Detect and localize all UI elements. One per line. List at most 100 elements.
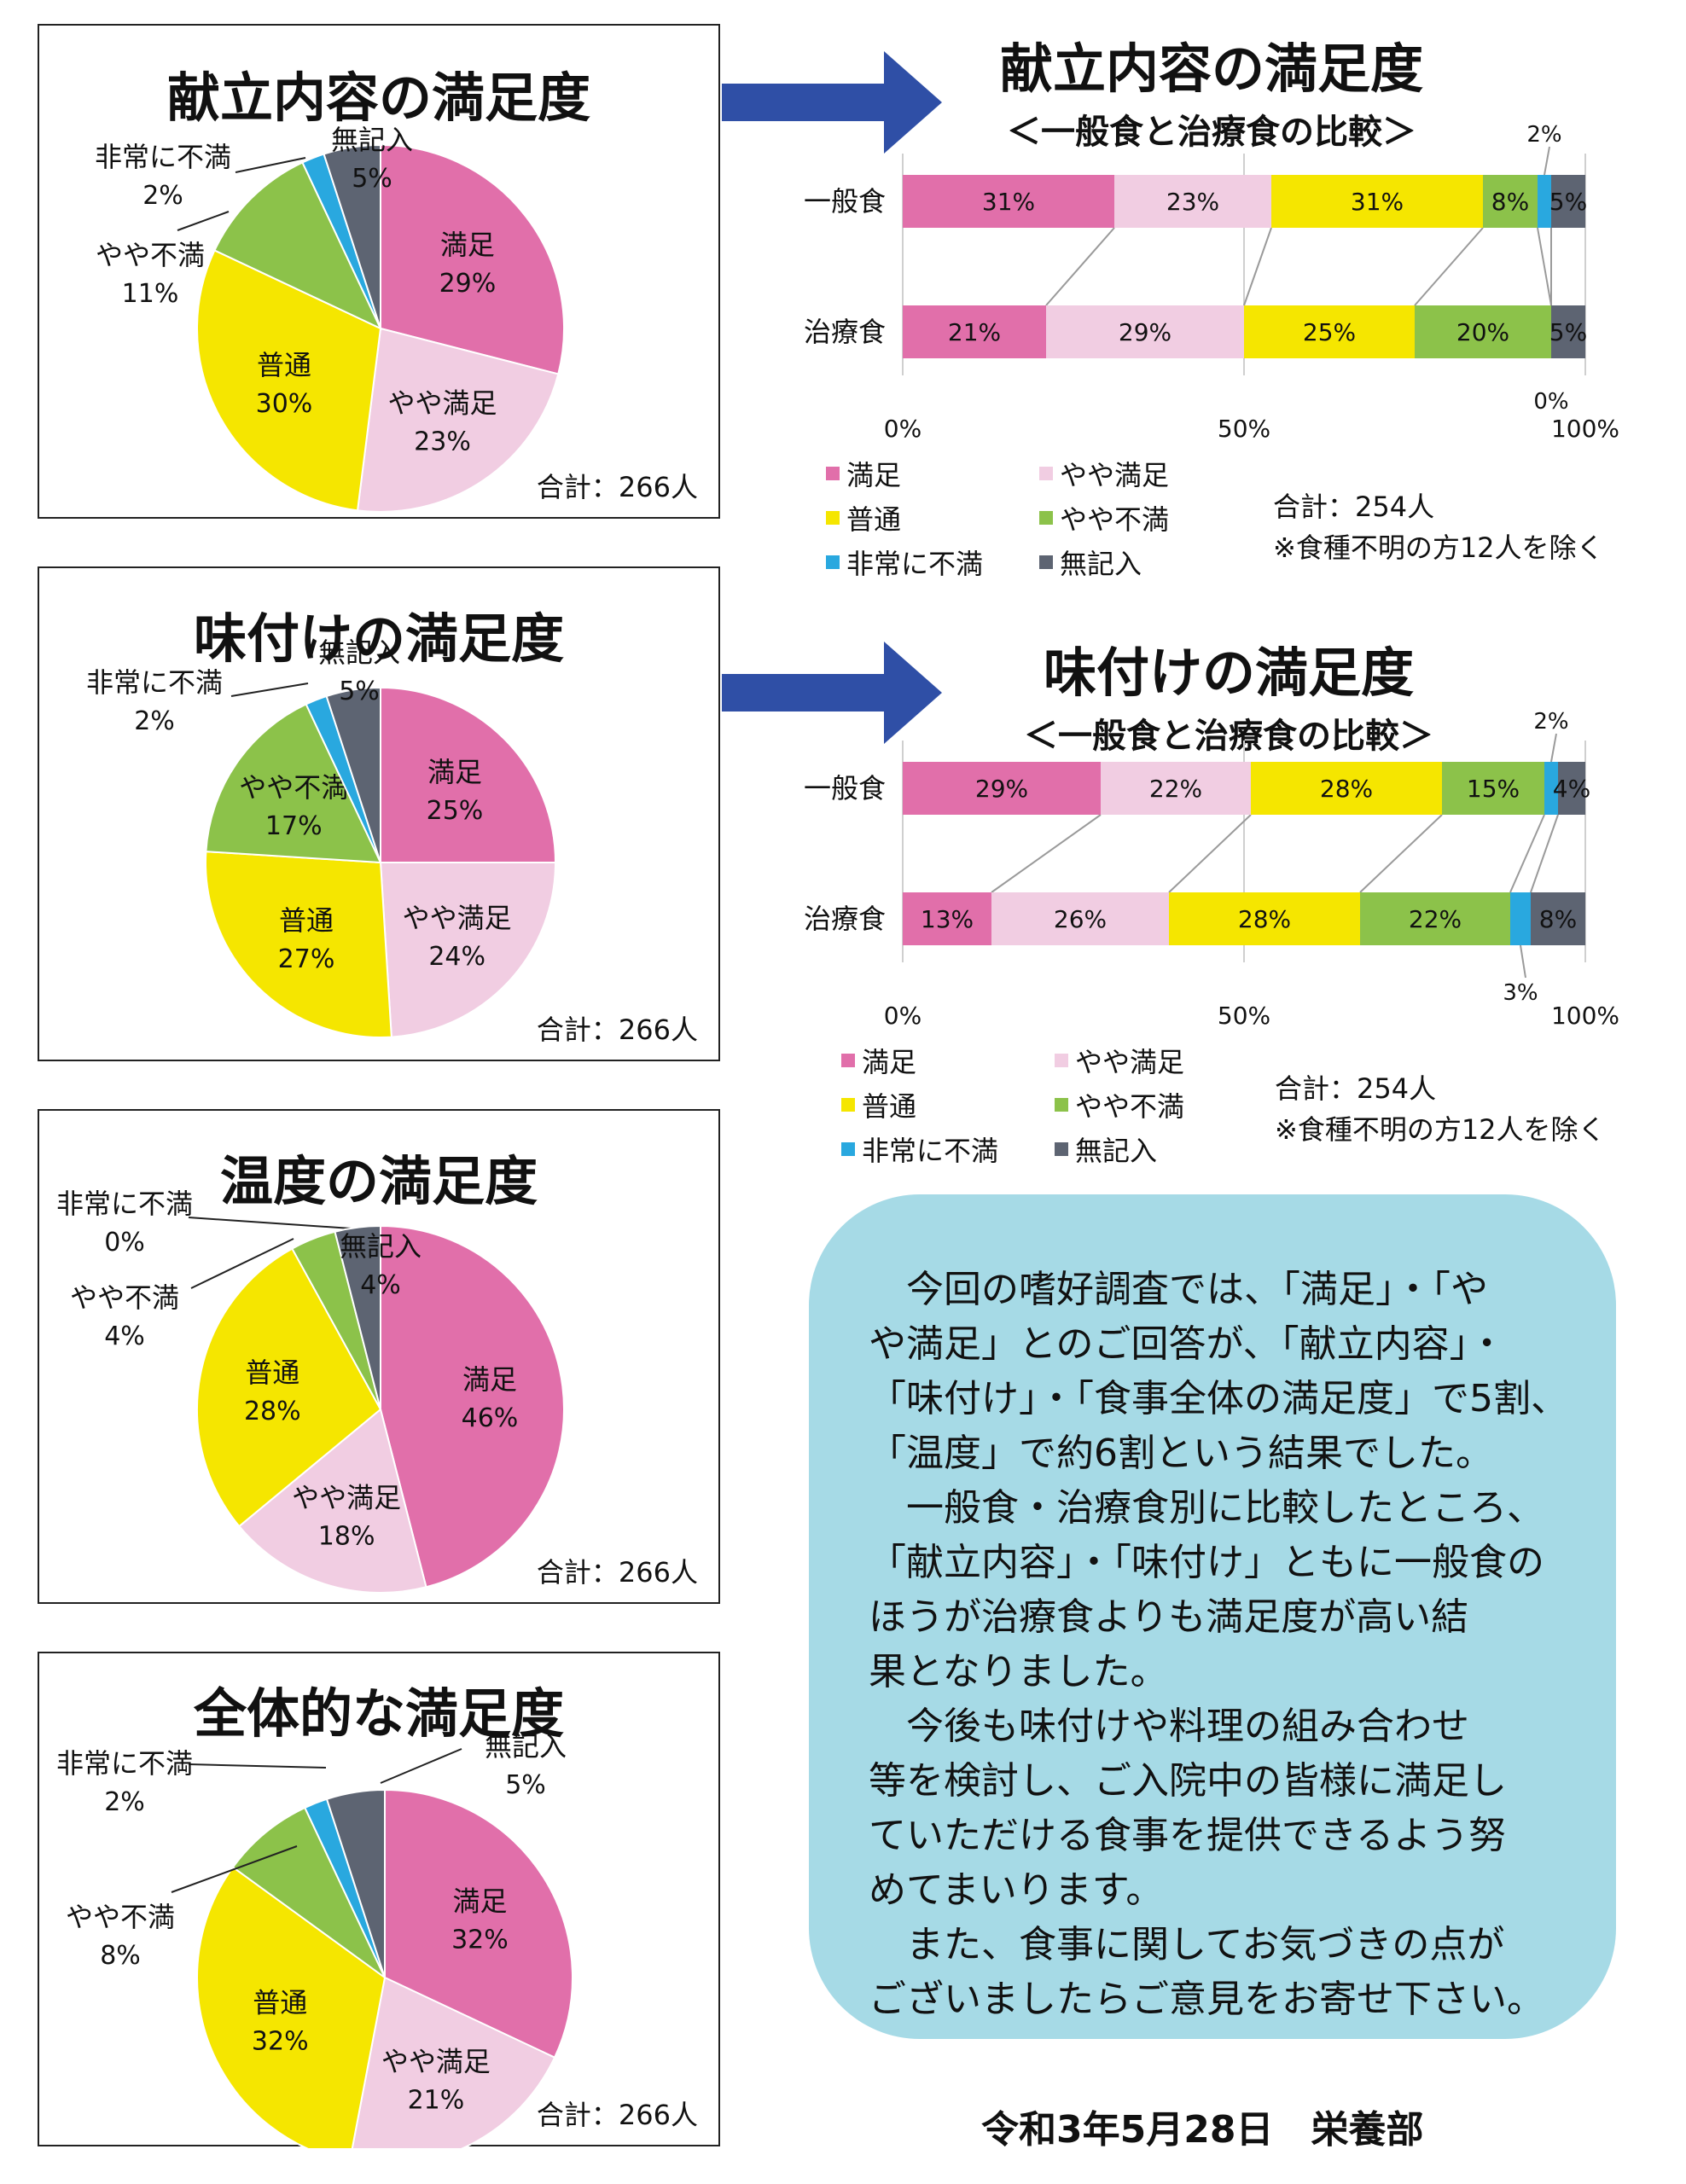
legend-swatch-hijo-fuman xyxy=(841,1142,855,1156)
x-tick-label: 100% xyxy=(1551,415,1619,443)
pie-chart-kondate: 満足 29% やや満足 23% 普通 30% やや不満 11% 非常に不満 2% 無記入 5% xyxy=(95,124,565,513)
pie-chart-ondo: 満足 46% やや満足 18% 普通 28% やや不満 4% 非常に不満 0% 無記入 4% xyxy=(56,1188,565,1594)
bar-segment-futsu xyxy=(1271,175,1483,228)
pie-label-yaya-fuman: やや不満 xyxy=(66,1901,175,1933)
message-line: 「献立内容」・「味付け」ともに一般食の xyxy=(869,1541,1544,1584)
legend-kondate: 満足 やや満足 普通 やや不満 非常に不満 無記入 xyxy=(826,454,1253,582)
pie-chart-ajitsuke: 満足 25% やや満足 24% 普通 27% やや不満 17% 非常に不満 2% 無記入 5% xyxy=(86,636,557,1038)
pie-title-zentai: 全体的な満足度 xyxy=(193,1682,564,1745)
pie-label-yaya-fuman: やや不満 xyxy=(239,771,348,804)
arrow-right-icon xyxy=(722,642,942,744)
bar-value-label-hijo-fuman: 2% xyxy=(1526,122,1561,148)
pie-label-hijo-fuman: 非常に不満 xyxy=(86,666,223,699)
category-label: 治療食 xyxy=(804,903,886,935)
bar-segment-yaya-manzoku xyxy=(991,892,1169,945)
legend-swatch-mukinyu xyxy=(1039,555,1053,569)
legend-item-hijo-fuman: 非常に不満 xyxy=(841,1130,1055,1169)
bar-value-label-mukinyu: 5% xyxy=(1549,188,1587,216)
pie-value-hijo-fuman: 2% xyxy=(134,706,175,736)
category-label: 治療食 xyxy=(804,316,886,348)
pie-label-manzoku: 満足 xyxy=(462,1363,517,1396)
leader-line-hijo-fuman xyxy=(235,157,306,173)
bar-value-label-manzoku: 13% xyxy=(921,905,974,933)
legend-item-mukinyu: 無記入 xyxy=(1039,543,1253,582)
legend-label-manzoku: 満足 xyxy=(862,1046,917,1078)
bar-segment-mukinyu xyxy=(1558,762,1585,815)
pie-label-yaya-manzoku: やや満足 xyxy=(403,902,512,934)
bar-value-label-futsu: 28% xyxy=(1320,775,1373,803)
legend-item-yaya-manzoku: やや満足 xyxy=(1039,454,1253,493)
series-connector-line xyxy=(1537,227,1552,306)
bar-value-leader xyxy=(1520,944,1526,979)
bar-segment-mukinyu xyxy=(1531,892,1585,945)
bar-segment-manzoku xyxy=(903,305,1046,358)
pie-total-kondate: 合計：266人 xyxy=(536,471,698,503)
pie-box-ondo: 温度の満足度 満足 46% やや満足 18% 普通 28% やや不満 4% 非常に不満 0% 無記入… xyxy=(38,1109,720,1604)
pie-total-ajitsuke: 合計：266人 xyxy=(536,1014,698,1046)
pie-slice-manzoku xyxy=(380,1224,565,1589)
message-line: めてまいります。 xyxy=(869,1868,1164,1912)
bar-value-label-futsu: 25% xyxy=(1303,318,1356,346)
legend-label-futsu: 普通 xyxy=(862,1090,917,1123)
bar-segment-mukinyu xyxy=(1551,175,1585,228)
legend-label-mukinyu: 無記入 xyxy=(1060,548,1142,580)
arrow-right-icon xyxy=(722,51,942,154)
leader-line-yaya-fuman xyxy=(177,211,230,231)
bar-value-label-hijo-fuman: 3% xyxy=(1503,980,1538,1006)
pie-slice-yaya-manzoku xyxy=(351,1976,556,2148)
pie-slice-yaya-manzoku xyxy=(356,327,560,513)
bar-segment-hijo-fuman xyxy=(1538,175,1551,228)
bar-value-label-mukinyu: 5% xyxy=(1549,318,1587,346)
legend-label-yaya-manzoku: やや満足 xyxy=(1075,1046,1185,1078)
legend-label-yaya-fuman: やや不満 xyxy=(1075,1090,1185,1123)
legend-item-manzoku: 満足 xyxy=(841,1041,1055,1080)
bar-segment-yaya-manzoku xyxy=(1101,762,1251,815)
legend-item-futsu: 普通 xyxy=(826,498,1039,537)
bar-segment-futsu xyxy=(1169,892,1360,945)
legend-swatch-mukinyu xyxy=(1055,1142,1068,1156)
bar-value-label-yaya-manzoku: 22% xyxy=(1149,775,1202,803)
pie-value-yaya-fuman: 4% xyxy=(104,1321,145,1351)
x-tick-label: 0% xyxy=(884,1002,921,1030)
pie-label-yaya-manzoku: やや満足 xyxy=(292,1482,401,1514)
pie-slice-mukinyu xyxy=(325,686,381,863)
series-connector-line xyxy=(1509,814,1545,893)
message-line: 「味付け」・「食事全体の満足度」で5割、 xyxy=(869,1377,1568,1420)
pie-slice-yaya-manzoku xyxy=(237,1408,427,1594)
bar-segment-yaya-fuman xyxy=(1442,762,1544,815)
bar-exclusion-note-ajitsuke: ※食種不明の方12人を除く xyxy=(1275,1113,1606,1146)
bar-value-label-yaya-fuman: 20% xyxy=(1456,318,1509,346)
bar-value-label-mukinyu: 8% xyxy=(1539,905,1577,933)
category-label: 一般食 xyxy=(804,185,886,218)
bar-value-label-yaya-manzoku: 23% xyxy=(1166,188,1219,216)
bar-value-label-yaya-manzoku: 26% xyxy=(1054,905,1107,933)
pie-chart-zentai: 満足 32% やや満足 21% 普通 32% やや不満 8% 非常に不満 2% 無記入 5% xyxy=(56,1730,573,2148)
bar-value-label-manzoku: 21% xyxy=(948,318,1001,346)
bar-value-label-yaya-fuman: 22% xyxy=(1409,905,1462,933)
legend-swatch-manzoku xyxy=(826,467,840,480)
legend-swatch-manzoku xyxy=(841,1054,855,1067)
pie-value-yaya-manzoku: 24% xyxy=(428,942,485,972)
pie-slice-yaya-fuman xyxy=(205,703,382,864)
legend-swatch-yaya-fuman xyxy=(1039,511,1053,525)
series-connector-line xyxy=(1530,814,1559,893)
bar-total-ajitsuke: 合計：254人 xyxy=(1275,1072,1437,1105)
bar-segment-yaya-manzoku xyxy=(1114,175,1271,228)
pie-label-hijo-fuman: 非常に不満 xyxy=(56,1747,193,1780)
pie-label-futsu: 普通 xyxy=(257,349,311,381)
bar-value-label-futsu: 28% xyxy=(1238,905,1291,933)
bar-exclusion-note-kondate: ※食種不明の方12人を除く xyxy=(1273,531,1604,564)
pie-value-manzoku: 25% xyxy=(427,796,484,826)
pie-value-yaya-fuman: 8% xyxy=(100,1941,141,1971)
legend-swatch-futsu xyxy=(841,1098,855,1112)
pie-slice-mukinyu xyxy=(334,1224,381,1410)
legend-label-mukinyu: 無記入 xyxy=(1075,1135,1158,1167)
pie-label-hijo-fuman: 非常に不満 xyxy=(95,141,231,173)
legend-label-manzoku: 満足 xyxy=(846,459,902,491)
legend-item-futsu: 普通 xyxy=(841,1085,1055,1124)
pie-value-mukinyu: 5% xyxy=(339,677,380,706)
bar-subtitle-kondate: ＜一般食と治療食の比較＞ xyxy=(1007,113,1416,152)
bar-note-ajitsuke: 合計：254人 ※食種不明の方12人を除く xyxy=(1275,1068,1606,1150)
leader-line-hijo-fuman xyxy=(188,1217,377,1231)
bar-total-kondate: 合計：254人 xyxy=(1273,491,1435,523)
